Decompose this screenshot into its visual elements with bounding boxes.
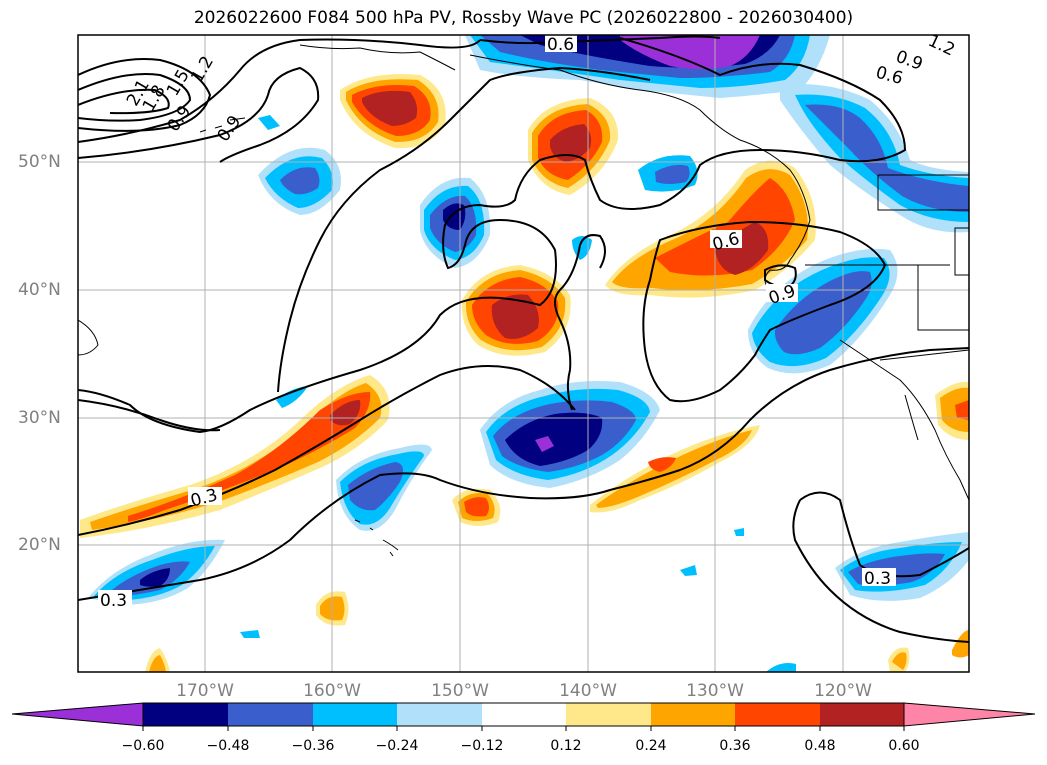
latitude-label: 20°N [18,535,61,555]
map-gridlines [78,35,969,672]
longitude-label: 150°W [431,681,489,701]
colorbar-tick-label: 0.60 [888,738,919,754]
longitude-label: 140°W [559,681,617,701]
colorbar-segment [482,703,566,726]
colorbar-segment [228,703,313,726]
colorbar-extend-high [903,702,1036,727]
latitude-label: 50°N [18,152,61,172]
pv-anomaly-negative-southwest [88,539,225,605]
pv-anomaly-positive-jet-east [590,425,760,513]
colorbar-tick-label: 0.12 [550,738,581,754]
latitude-label: 40°N [18,280,61,300]
colorbar-extend-low [11,702,144,727]
latitude-label: 30°N [18,408,61,428]
map-title: 2026022600 F084 500 hPa PV, Rossby Wave … [193,8,854,28]
pv-anomaly-positive-coast [605,160,816,298]
colorbar-segment [820,703,904,726]
colorbar-tick-label: −0.12 [461,738,504,754]
colorbar-tick-label: −0.48 [207,738,250,754]
pv-anomaly-negative-160w [336,444,432,531]
colorbar-tick-label: −0.60 [122,738,165,754]
longitude-label: 170°W [176,681,234,701]
rossby-wave-contours [78,35,969,643]
colorbar-tick-label: 0.24 [635,738,666,754]
map-frame [77,34,970,673]
colorbar-segment [313,703,397,726]
pv-anomaly-positive-small [145,381,969,672]
pv-anomaly-negative-small [240,115,796,672]
colorbar-tick-label: −0.24 [376,738,419,754]
contour-label: 0.3 [100,591,127,611]
pv-anomaly-negative-120w [748,248,898,374]
colorbar-segment [143,703,228,726]
pv-anomaly-positive-jet-west [80,375,390,538]
colorbar-segment [397,703,482,726]
coastlines [78,44,969,557]
colorbar-segment [566,703,651,726]
colorbar-tick-label: −0.36 [292,738,335,754]
colorbar-segment [651,703,735,726]
contour-label: 0.3 [864,569,891,589]
longitude-label: 130°W [686,681,744,701]
longitude-label: 120°W [814,681,872,701]
pv-anomaly-positive-north [340,74,446,149]
colorbar-tick-label: 0.48 [804,738,835,754]
longitude-label: 160°W [303,681,361,701]
colorbar: −0.60 −0.48 −0.36 −0.24 −0.12 0.12 0.24 … [11,702,1036,754]
contour-label: 0.6 [547,35,574,55]
colorbar-segment [735,703,820,726]
colorbar-tick-label: 0.36 [719,738,750,754]
